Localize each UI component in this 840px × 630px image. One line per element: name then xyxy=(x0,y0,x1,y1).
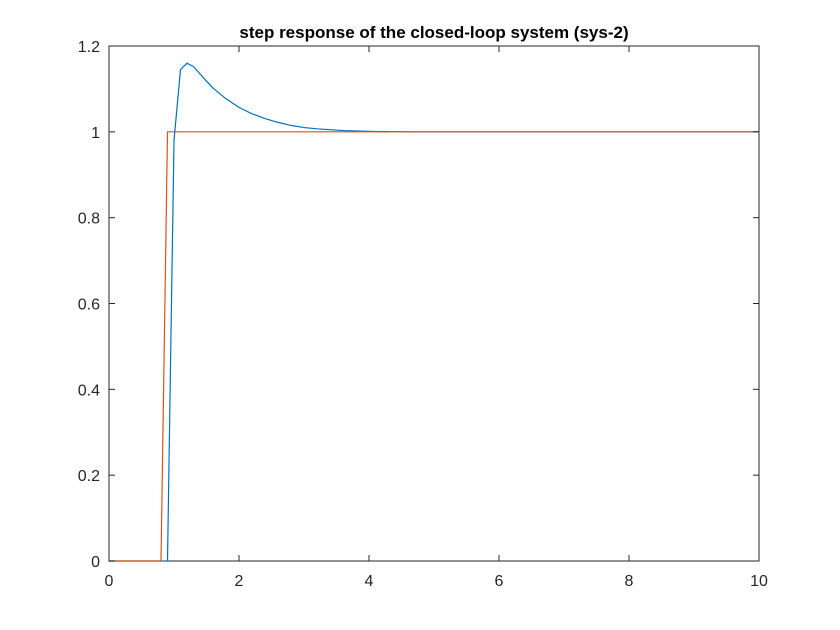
chart-title: step response of the closed-loop system … xyxy=(239,23,628,42)
y-tick-label: 0.8 xyxy=(78,211,100,228)
x-tick-label: 2 xyxy=(235,573,244,590)
y-tick-label: 1.2 xyxy=(78,39,100,56)
x-tick-label: 8 xyxy=(625,573,634,590)
x-tick-label: 6 xyxy=(495,573,504,590)
y-tick-label: 0.2 xyxy=(78,468,100,485)
y-tick-label: 0.6 xyxy=(78,297,100,314)
y-tick-label: 0 xyxy=(91,554,100,571)
y-tick-label: 1 xyxy=(91,125,100,142)
x-tick-label: 10 xyxy=(750,573,768,590)
plot-area: 0 2 4 6 8 10 0 0.2 0.4 0.6 0.8 1 1.2 xyxy=(78,39,768,590)
x-tick-label: 4 xyxy=(365,573,374,590)
series-line-2 xyxy=(109,131,759,562)
x-tick-label: 0 xyxy=(105,573,114,590)
y-tick-label: 0.4 xyxy=(78,382,100,399)
axes-box xyxy=(108,45,760,562)
